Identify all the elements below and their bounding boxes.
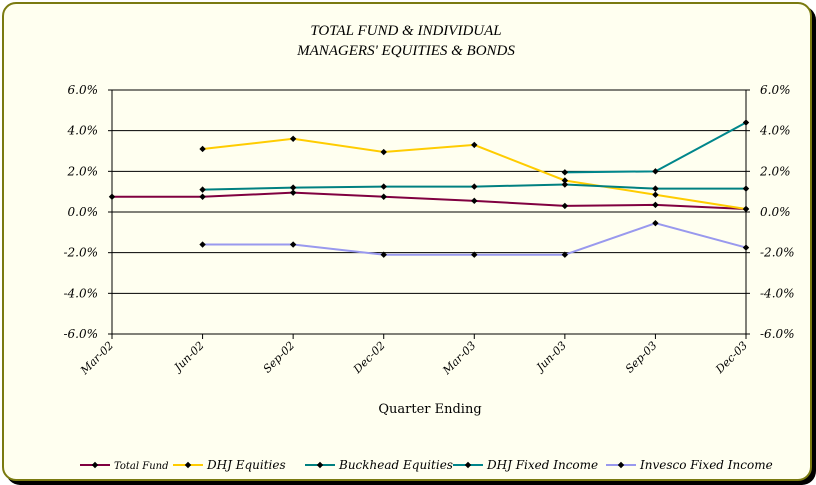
- data-point-marker: [380, 183, 387, 190]
- data-point-marker: [199, 186, 206, 193]
- data-point-marker: [108, 193, 116, 200]
- data-point-marker: [652, 168, 659, 175]
- data-point-marker: [289, 189, 297, 196]
- data-point-marker: [742, 205, 750, 213]
- y-tick-label-left: -4.0%: [63, 286, 98, 300]
- x-tick-label: Jun-03: [533, 339, 569, 375]
- series-buckhead-equities: [199, 181, 750, 193]
- y-tick-label-right: 2.0%: [759, 164, 791, 178]
- legend-marker: [91, 461, 99, 469]
- data-point-marker: [652, 201, 659, 209]
- legend-label: Total Fund: [114, 461, 169, 472]
- legend-label: Buckhead Equities: [338, 458, 453, 472]
- x-axis-title: Quarter Ending: [378, 402, 481, 417]
- chart-title-line-2: MANAGERS' EQUITIES & BONDS: [296, 43, 515, 59]
- series-dhj-fixed-income: [561, 119, 750, 176]
- data-point-marker: [561, 181, 569, 188]
- series-invesco-fixed-income: [199, 219, 750, 258]
- data-point-marker: [380, 193, 387, 200]
- x-tick-label: Jun-02: [170, 339, 206, 375]
- x-tick-label: Dec-02: [350, 339, 388, 377]
- data-point-marker: [742, 244, 750, 251]
- data-point-marker: [652, 191, 659, 198]
- data-point-marker: [471, 183, 478, 190]
- series-line: [202, 222, 747, 256]
- legend: Total Fund DHJ Equities Buckhead Equities D…: [80, 458, 773, 472]
- legend-marker: [464, 461, 472, 469]
- data-point-marker: [742, 119, 750, 126]
- data-point-marker: [561, 169, 569, 176]
- legend-label: Invesco Fixed Income: [639, 458, 773, 472]
- data-point-marker: [561, 202, 569, 210]
- series-total-fund: [108, 189, 750, 213]
- y-tick-label-left: 6.0%: [68, 83, 99, 97]
- data-point-marker: [199, 241, 206, 248]
- x-tick-label: Sep-03: [623, 339, 660, 376]
- line-chart: TOTAL FUND & INDIVIDUAL MANAGERS' EQUITI…: [63, 23, 795, 472]
- data-point-marker: [471, 141, 478, 149]
- series-dhj-equities: [199, 135, 750, 213]
- data-point-marker: [652, 185, 659, 192]
- y-tick-label-left: 2.0%: [67, 164, 99, 178]
- y-tick-label-right: -2.0%: [760, 246, 795, 260]
- data-point-marker: [199, 193, 206, 200]
- data-point-marker: [380, 251, 387, 258]
- data-point-marker: [742, 185, 750, 192]
- data-point-marker: [199, 145, 206, 153]
- series-lines: [108, 119, 750, 258]
- y-tick-label-right: -6.0%: [760, 327, 795, 341]
- legend-label: DHJ Equities: [206, 458, 286, 472]
- data-point-marker: [652, 219, 659, 227]
- y-tick-label-left: 4.0%: [67, 124, 99, 138]
- data-point-marker: [471, 197, 478, 205]
- data-point-marker: [289, 184, 297, 191]
- y-tick-label-right: 0.0%: [760, 205, 791, 219]
- legend-label: DHJ Fixed Income: [486, 458, 598, 472]
- data-point-marker: [561, 177, 569, 184]
- x-tick-label: Mar-02: [77, 339, 116, 378]
- legend-marker: [617, 461, 625, 469]
- series-line: [112, 191, 747, 210]
- legend-marker: [316, 461, 324, 469]
- y-tick-label-left: -6.0%: [63, 327, 98, 341]
- series-line: [564, 121, 747, 174]
- gridlines: [112, 130, 746, 294]
- y-tick-label-right: -4.0%: [760, 286, 795, 300]
- y-tick-label-right: 6.0%: [760, 83, 791, 97]
- y-tick-label-right: 4.0%: [759, 124, 791, 138]
- data-point-marker: [471, 251, 478, 258]
- data-point-marker: [289, 135, 297, 142]
- data-point-marker: [561, 251, 569, 258]
- y-tick-label-left: -2.0%: [63, 246, 98, 260]
- x-tick-label: Sep-02: [261, 339, 298, 376]
- y-tick-label-left: 0.0%: [68, 205, 99, 219]
- legend-marker: [184, 461, 192, 469]
- chart-title-line-1: TOTAL FUND & INDIVIDUAL: [310, 23, 501, 39]
- data-point-marker: [289, 241, 297, 248]
- x-tick-label: Dec-03: [712, 339, 750, 377]
- data-point-marker: [380, 148, 387, 156]
- x-tick-label: Mar-03: [440, 339, 479, 378]
